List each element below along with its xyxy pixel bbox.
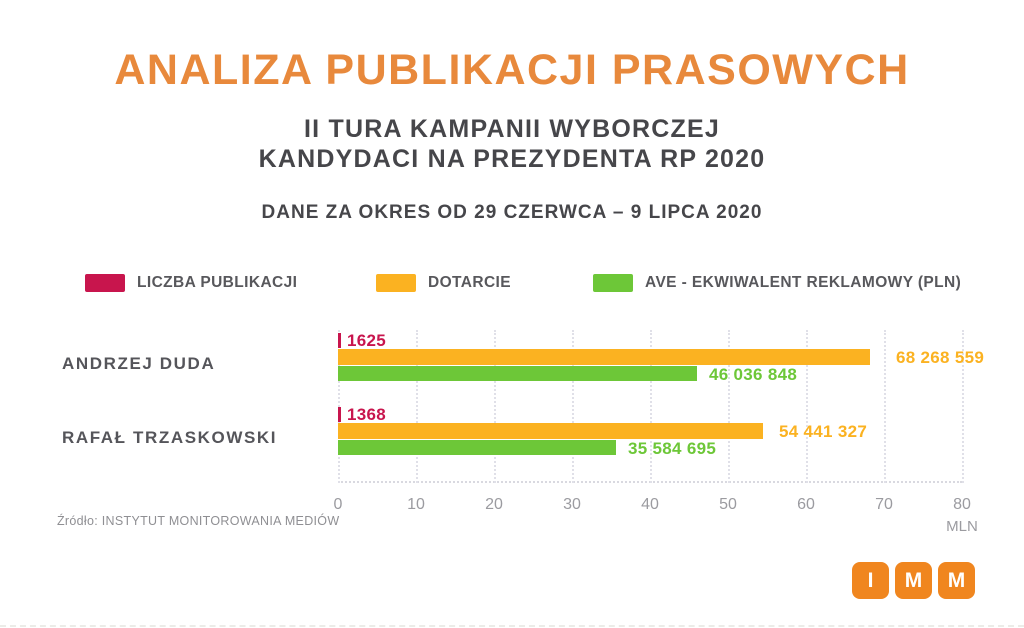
imm-logo-letter-1: I	[852, 562, 889, 599]
plot-area: 1625 68 268 559 46 036 848 1368 54 441 327 35…	[338, 330, 984, 483]
x-tick-label: 80	[953, 496, 971, 513]
legend-swatch-icon	[85, 274, 125, 292]
subtitle: II TURA KAMPANII WYBORCZEJ KANDYDACI NA …	[0, 114, 1024, 174]
ave-value: 35 584 695	[628, 439, 717, 458]
gridline	[806, 330, 808, 483]
chart-legend: LICZBA PUBLIKACJI DOTARCIE AVE - EKWIWALEN…	[0, 273, 1024, 295]
category-label: RAFAŁ TRZASKOWSKI	[62, 428, 278, 447]
legend-item-2: DOTARCIE	[376, 273, 511, 293]
gridline	[416, 330, 418, 483]
x-tick-label: 20	[485, 496, 503, 513]
gridline	[728, 330, 730, 483]
subtitle-line-2: KANDYDACI NA PREZYDENTA RP 2020	[258, 145, 766, 173]
x-tick-label: 40	[641, 496, 659, 513]
x-tick-label: 50	[719, 496, 737, 513]
gridline	[338, 330, 340, 483]
gridline	[962, 330, 964, 483]
bottom-dashed-rule	[0, 625, 1024, 627]
gridline	[572, 330, 574, 483]
x-axis: 0 10 20 30 40 50 60 70 80 MLN	[334, 496, 978, 540]
dotarcie-bar	[338, 423, 763, 439]
gridline	[650, 330, 652, 483]
page-title: ANALIZA PUBLIKACJI PRASOWYCH	[114, 46, 910, 94]
legend-item-label: AVE - EKWIWALENT REKLAMOWY (PLN)	[645, 274, 962, 291]
legend-swatch-icon	[593, 274, 633, 292]
legend-item-label: LICZBA PUBLIKACJI	[137, 274, 298, 291]
dotarcie-value: 68 268 559	[896, 348, 985, 367]
imm-logo-letter-3: M	[938, 562, 975, 599]
gridline	[494, 330, 496, 483]
subtitle-line-1: II TURA KAMPANII WYBORCZEJ	[304, 115, 720, 143]
legend-item-label: DOTARCIE	[428, 274, 511, 291]
legend-swatch-icon	[376, 274, 416, 292]
category-label: ANDRZEJ DUDA	[62, 354, 216, 373]
x-axis-unit-label: MLN	[946, 518, 978, 535]
x-tick-label: 60	[797, 496, 815, 513]
publications-value: 1625	[347, 331, 387, 350]
legend-item-1: LICZBA PUBLIKACJI	[85, 273, 297, 293]
ave-value: 46 036 848	[709, 365, 798, 384]
period-line: DANE ZA OKRES OD 29 CZERWCA – 9 LIPCA 20…	[261, 202, 763, 223]
ave-bar	[338, 440, 616, 455]
x-tick-label: 10	[407, 496, 425, 513]
publications-bar	[338, 333, 341, 348]
x-tick-label: 30	[563, 496, 581, 513]
ave-bar	[338, 366, 697, 381]
gridline	[884, 330, 886, 483]
imm-logo-letter-2: M	[895, 562, 932, 599]
x-tick-label: 70	[875, 496, 893, 513]
source-line: Źródło: INSTYTUT MONITOROWANIA MEDIÓW	[57, 514, 340, 528]
publications-bar	[338, 407, 341, 422]
dotarcie-value: 54 441 327	[779, 422, 868, 441]
legend-item-3: AVE - EKWIWALENT REKLAMOWY (PLN)	[593, 273, 961, 293]
x-tick-label: 0	[333, 496, 343, 513]
publications-value: 1368	[347, 405, 387, 424]
dotarcie-bar	[338, 349, 870, 365]
